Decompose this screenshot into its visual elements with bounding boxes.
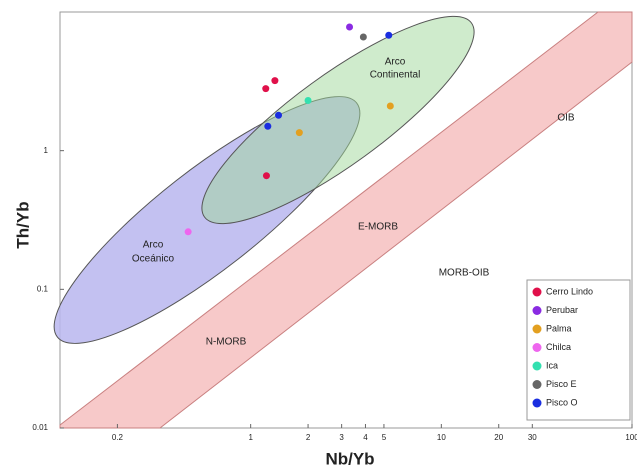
point	[262, 172, 270, 180]
legend-swatch	[532, 361, 542, 371]
point	[385, 31, 393, 39]
point	[264, 122, 272, 130]
point	[271, 77, 279, 85]
legend-swatch	[532, 306, 542, 315]
point	[295, 129, 303, 137]
legend-swatch	[532, 287, 542, 297]
legend-label: Cerro Lindo	[546, 286, 593, 296]
y-tick-label: 0.1	[37, 284, 49, 293]
annotation: MORB-OIB	[439, 268, 490, 279]
x-tick-label: 2	[306, 433, 311, 442]
legend-swatch	[532, 380, 542, 389]
legend-swatch	[532, 398, 542, 408]
point	[262, 85, 270, 93]
annotation: Continental	[370, 70, 421, 81]
annotation: Oceánico	[132, 254, 175, 265]
x-axis-title: Nb/Yb	[325, 449, 374, 468]
x-tick-label: 3	[339, 433, 344, 442]
point	[359, 33, 367, 41]
x-tick-label: 4	[363, 433, 368, 442]
legend-swatch	[532, 324, 542, 334]
legend	[526, 279, 631, 421]
legend-label: Ica	[546, 360, 558, 370]
x-tick-label: 30	[528, 433, 537, 442]
y-tick-label: 1	[44, 146, 49, 155]
point	[346, 23, 354, 31]
x-tick-label: 0.2	[112, 433, 124, 442]
x-tick-label: 5	[382, 433, 387, 442]
legend-swatch	[532, 343, 542, 352]
x-tick-label: 1	[248, 433, 253, 442]
x-tick-label: 100	[625, 433, 637, 442]
continental-arc-field	[201, 15, 475, 225]
legend-label: Pisco E	[546, 379, 577, 389]
annotation: OIB	[557, 113, 575, 124]
x-tick-label: 10	[437, 433, 446, 442]
annotation: Arco	[385, 57, 406, 68]
point	[386, 102, 394, 110]
annotation: E-MORB	[358, 222, 398, 233]
point	[304, 97, 312, 105]
y-tick-label: 0.01	[32, 423, 48, 432]
legend-label: Pisco O	[546, 397, 578, 407]
annotation: Arco	[143, 240, 164, 251]
x-tick-label: 20	[494, 433, 503, 442]
y-axis-title: Th/Yb	[13, 201, 32, 248]
point	[184, 228, 192, 236]
legend-label: Perubar	[546, 305, 578, 315]
legend-label: Chilca	[546, 342, 571, 352]
annotation: N-MORB	[206, 337, 247, 348]
point	[275, 111, 283, 119]
legend-label: Palma	[546, 323, 572, 333]
